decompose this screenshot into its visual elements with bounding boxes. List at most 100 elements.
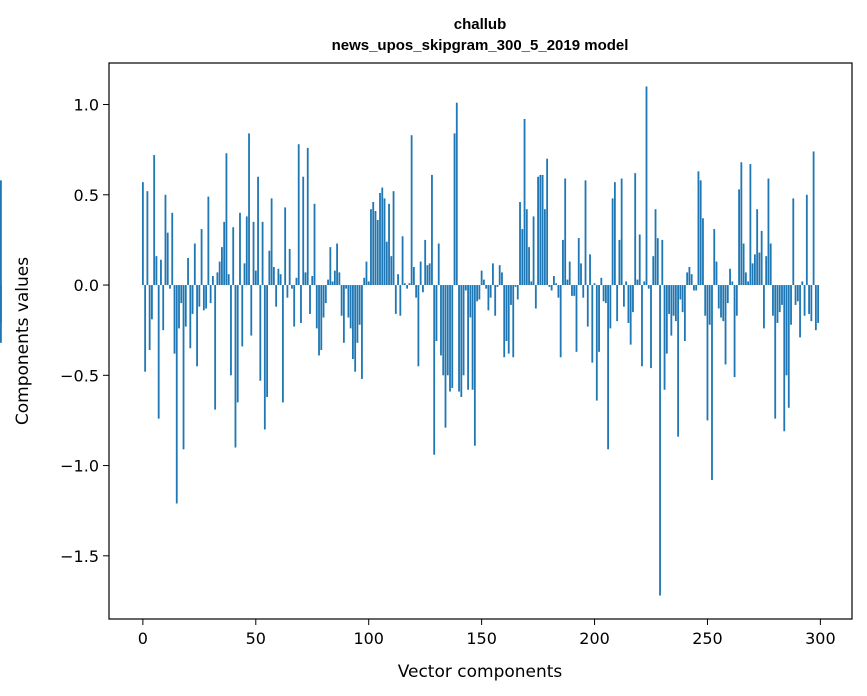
bar-209 bbox=[613, 182, 616, 286]
bar-132 bbox=[440, 285, 442, 356]
bar-188 bbox=[566, 279, 569, 286]
bar-221 bbox=[641, 285, 643, 367]
bar-243 bbox=[690, 274, 693, 286]
bar-234 bbox=[670, 285, 673, 336]
bar-52 bbox=[259, 285, 262, 381]
bar-189 bbox=[568, 261, 571, 286]
bars-group bbox=[0, 86, 820, 596]
bar-55 bbox=[266, 285, 268, 397]
bar-175 bbox=[537, 176, 539, 286]
bar-146 bbox=[471, 285, 474, 390]
bar-122 bbox=[417, 285, 420, 367]
bar-145 bbox=[469, 285, 472, 318]
bar-287 bbox=[790, 285, 792, 325]
bar-158 bbox=[498, 265, 501, 286]
x-tick-label: 250 bbox=[692, 629, 723, 648]
bar-112 bbox=[394, 285, 397, 314]
bar-63 bbox=[284, 207, 287, 286]
bar-56 bbox=[268, 250, 271, 286]
y-axis-ticks: 1.0 0.5 0.0 −0.5 −1.0 −1.5 bbox=[60, 96, 109, 566]
bar-247 bbox=[699, 180, 702, 286]
bar-231 bbox=[663, 285, 666, 390]
bar-43 bbox=[239, 212, 241, 286]
bar-198 bbox=[589, 254, 591, 286]
bar-117 bbox=[406, 285, 409, 289]
bar-213 bbox=[623, 285, 625, 307]
bar-46 bbox=[245, 216, 248, 286]
bar-255 bbox=[717, 285, 720, 309]
bar-74 bbox=[309, 285, 311, 314]
bar-282 bbox=[778, 285, 781, 313]
bar-155 bbox=[492, 263, 494, 286]
bar-236 bbox=[674, 285, 677, 322]
bar-87 bbox=[338, 272, 341, 286]
bar-167 bbox=[519, 202, 521, 286]
bar-53 bbox=[261, 221, 264, 286]
bar-33 bbox=[216, 272, 219, 286]
bar-62 bbox=[281, 285, 284, 403]
bar-280 bbox=[774, 285, 777, 419]
bar-107 bbox=[383, 198, 386, 286]
bar-61 bbox=[279, 274, 282, 286]
bar-102 bbox=[372, 202, 375, 286]
bar-123 bbox=[419, 261, 422, 286]
bar-4 bbox=[151, 285, 153, 320]
bar-16 bbox=[178, 285, 180, 329]
bar-5 bbox=[153, 155, 156, 286]
bar-157 bbox=[496, 285, 499, 287]
y-tick-label: −0.5 bbox=[60, 366, 99, 385]
bar-210 bbox=[616, 285, 619, 322]
bar-39 bbox=[230, 285, 232, 376]
bar-223 bbox=[645, 86, 648, 286]
bar-93 bbox=[352, 285, 354, 360]
bar-173 bbox=[532, 216, 535, 286]
bar-121 bbox=[415, 285, 418, 298]
bar-294 bbox=[805, 194, 808, 286]
bar-69 bbox=[297, 144, 300, 286]
bar-21 bbox=[189, 285, 192, 349]
x-tick-label: 150 bbox=[466, 629, 497, 648]
bar-130 bbox=[435, 285, 438, 341]
bar-127 bbox=[428, 263, 431, 286]
bar-80 bbox=[322, 285, 325, 318]
bar-279 bbox=[772, 285, 774, 316]
bar-73 bbox=[306, 147, 309, 286]
bar-99 bbox=[365, 261, 368, 286]
bar-136 bbox=[449, 285, 451, 392]
bar-205 bbox=[604, 285, 607, 304]
bar-225 bbox=[650, 285, 652, 369]
bar-113 bbox=[397, 274, 399, 286]
bar-7 bbox=[157, 285, 160, 419]
bar-241 bbox=[686, 272, 689, 286]
bar-135 bbox=[446, 285, 449, 376]
bar-98 bbox=[363, 277, 366, 286]
bar-204 bbox=[602, 285, 605, 302]
bar-169 bbox=[523, 118, 526, 286]
bar-14 bbox=[173, 285, 176, 354]
bar-120 bbox=[412, 266, 415, 286]
bar-206 bbox=[607, 285, 609, 450]
bar-227 bbox=[654, 209, 657, 286]
bar-207 bbox=[609, 285, 612, 329]
bar-196 bbox=[584, 180, 587, 286]
bar-126 bbox=[426, 265, 429, 286]
bar-92 bbox=[349, 285, 352, 329]
bar-170 bbox=[525, 209, 528, 286]
bar-272 bbox=[756, 209, 759, 286]
plot-frame bbox=[108, 62, 853, 620]
bar-264 bbox=[738, 189, 740, 286]
bar-20 bbox=[187, 257, 189, 286]
bar-48 bbox=[250, 285, 253, 336]
bar-3 bbox=[148, 285, 151, 351]
bar-86 bbox=[336, 243, 338, 286]
bar-89 bbox=[342, 285, 345, 343]
chart-subtitle: news_upos_skipgram_300_5_2019 model bbox=[332, 37, 629, 54]
bar-276 bbox=[765, 256, 768, 286]
bar-176 bbox=[539, 174, 542, 286]
bar-160 bbox=[503, 285, 506, 358]
bar-71 bbox=[302, 176, 305, 286]
bar-195 bbox=[582, 285, 585, 298]
bar-17 bbox=[180, 285, 183, 304]
bar-281 bbox=[776, 285, 779, 323]
bar-35 bbox=[221, 247, 223, 286]
